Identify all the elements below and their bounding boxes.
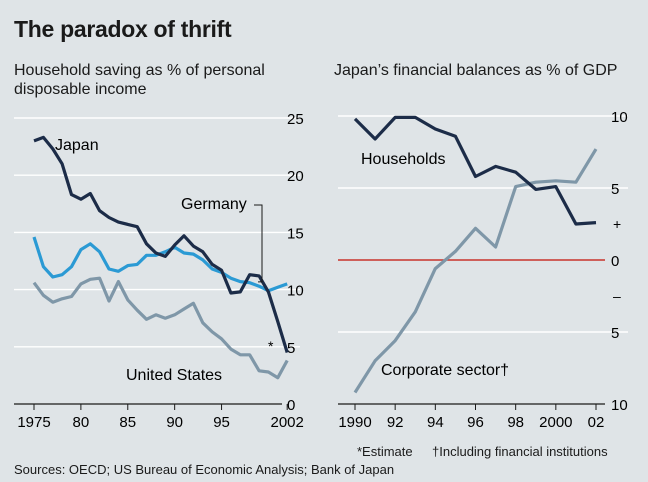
households-line [353,115,597,226]
estimate-marker: * [268,338,274,354]
chart-title: The paradox of thrift [14,16,232,42]
right-x-tick-label: 02 [588,414,605,431]
right-x-tick-label: 2000 [539,414,572,431]
left-y-tick-label: 5 [287,340,295,357]
left-x-tick-label: 90 [166,414,183,431]
right-x-tick-label: 1990 [338,414,371,431]
left-plot: 0 5 10 15 20 25 1975 80 85 90 95 2002 Japan Germany Un… [14,111,304,431]
germany-line [32,236,288,293]
right-x-tick-label: 92 [387,414,404,431]
left-y-tick-label: 15 [287,225,304,242]
right-chart-subtitle: Japan’s financial balances as % of GDP [334,62,618,79]
united-states-line [32,276,289,380]
left-y-tick-label: 25 [287,111,304,128]
right-x-tick-label: 98 [507,414,524,431]
sources-note: Sources: OECD; US Bureau of Economic Ana… [14,462,395,477]
right-y-tick-label: 10 [611,397,628,414]
left-y-tick-label: 0 [287,397,295,414]
right-plot: 10 5 0 5 10 + – 1990 92 94 96 98 2000 02 Households Cor… [338,109,628,431]
right-x-tick-label: 96 [467,414,484,431]
footnote-including: †Including financial institutions [432,444,608,459]
germany-label: Germany [181,196,247,213]
right-y-sign-mark: – [613,288,621,304]
right-y-tick-label: 5 [611,325,619,342]
left-y-tick-label: 20 [287,168,304,185]
corporate-sector-label: Corporate sector† [381,362,509,379]
corporate-sector-line [353,148,598,394]
germany-leader-line [254,204,263,283]
united-states-label: United States [126,367,222,384]
footnote-estimate: *Estimate [357,444,413,459]
left-x-tick-label: 2002 [270,414,303,431]
right-y-tick-label: 5 [611,181,619,198]
left-x-tick-label: 85 [119,414,136,431]
left-x-tick-label: 95 [213,414,230,431]
right-y-tick-label: 0 [611,253,619,270]
japan-label: Japan [55,137,99,154]
households-label: Households [361,151,446,168]
left-x-tick-label: 1975 [17,414,50,431]
japan-line [33,135,289,353]
right-x-tick-label: 94 [427,414,444,431]
right-y-tick-label: 10 [611,109,628,126]
left-chart-subtitle: Household saving as % of personal dispos… [14,62,265,98]
right-y-sign-mark: + [613,216,621,232]
left-y-tick-label: 10 [287,283,304,300]
left-x-tick-label: 80 [73,414,90,431]
